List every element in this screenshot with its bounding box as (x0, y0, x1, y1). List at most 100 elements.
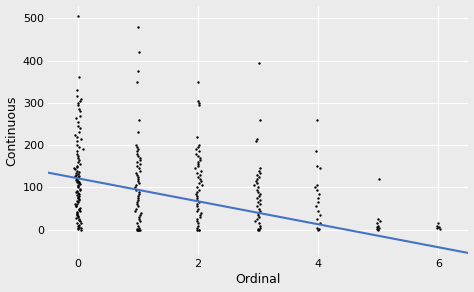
Point (255, 221, 263, 226)
Point (134, 175, 141, 179)
Point (194, 79, 201, 84)
Point (253, 187, 261, 192)
Point (436, 227, 443, 231)
Point (255, 215, 263, 219)
Point (254, 177, 261, 181)
Point (74, 200, 82, 205)
Point (74, 160, 82, 164)
Point (191, 166, 199, 171)
Point (195, 200, 202, 205)
Point (74, 124, 82, 128)
Point (134, 164, 141, 168)
Point (73, 94, 81, 99)
Point (135, 181, 143, 185)
Point (73, 216, 80, 221)
Point (136, 213, 143, 217)
Point (75, 197, 83, 201)
Point (255, 168, 263, 173)
Point (193, 134, 201, 139)
Point (75, 173, 82, 178)
Point (375, 177, 383, 181)
Point (75, 222, 83, 227)
Point (315, 227, 323, 231)
Point (74, 175, 82, 180)
Point (74, 14, 82, 18)
Point (134, 151, 141, 156)
Point (76, 113, 83, 118)
Point (74, 185, 82, 190)
Point (73, 149, 80, 154)
Point (255, 227, 262, 231)
Point (134, 204, 142, 209)
Point (74, 100, 82, 105)
Point (134, 24, 142, 29)
Point (135, 130, 142, 135)
Point (134, 202, 141, 207)
Point (253, 179, 260, 183)
Point (254, 200, 262, 205)
Point (71, 201, 78, 206)
Point (71, 132, 79, 137)
Point (193, 227, 201, 232)
Point (192, 151, 200, 156)
Point (253, 181, 261, 185)
Point (194, 206, 201, 211)
Point (75, 194, 83, 198)
Point (76, 162, 84, 166)
Point (75, 179, 82, 184)
Point (374, 217, 382, 222)
Point (73, 172, 80, 177)
Point (75, 102, 82, 107)
Point (74, 153, 82, 158)
Point (74, 172, 82, 176)
Point (134, 196, 142, 200)
Point (195, 143, 203, 147)
Point (315, 196, 322, 200)
Point (197, 172, 204, 177)
Point (75, 158, 82, 162)
Point (254, 189, 262, 194)
Point (250, 183, 258, 188)
Point (74, 196, 82, 200)
Point (434, 221, 441, 226)
Point (73, 211, 81, 215)
Point (73, 177, 81, 181)
Point (75, 217, 83, 222)
Point (73, 164, 81, 168)
Point (77, 96, 85, 101)
Point (132, 208, 139, 213)
Point (74, 225, 82, 230)
Point (193, 208, 201, 213)
Point (75, 156, 82, 160)
Point (195, 100, 203, 105)
Point (73, 213, 81, 217)
Point (195, 102, 203, 107)
Point (192, 147, 200, 152)
Point (131, 185, 138, 190)
Point (135, 166, 143, 171)
Point (317, 166, 324, 171)
Point (194, 221, 201, 226)
Point (135, 177, 142, 181)
Point (73, 168, 81, 173)
Point (76, 126, 84, 131)
Point (135, 198, 142, 202)
Point (135, 227, 143, 232)
Point (373, 227, 380, 231)
Point (254, 211, 262, 215)
Point (198, 183, 205, 188)
Point (433, 223, 440, 228)
Point (133, 200, 141, 205)
Point (134, 194, 141, 198)
Point (77, 220, 84, 225)
Point (76, 205, 83, 210)
Point (133, 149, 140, 154)
Point (194, 164, 202, 168)
Point (74, 215, 82, 219)
Point (375, 225, 383, 230)
Point (73, 165, 81, 169)
Point (313, 117, 321, 122)
Point (73, 202, 81, 207)
Point (255, 227, 262, 232)
Point (78, 226, 85, 231)
